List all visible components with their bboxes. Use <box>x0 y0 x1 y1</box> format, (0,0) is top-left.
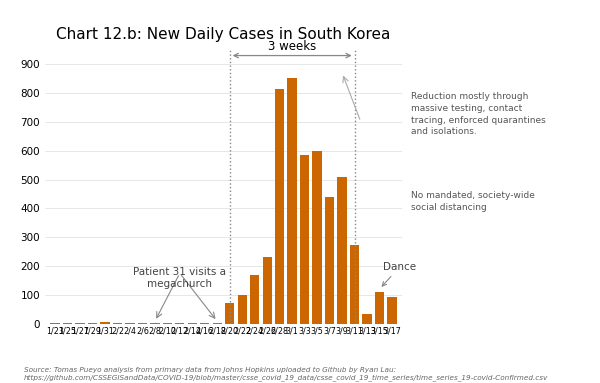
Bar <box>88 323 97 324</box>
Bar <box>350 245 359 324</box>
Bar <box>188 323 197 324</box>
Bar <box>313 151 322 324</box>
Bar <box>275 89 284 324</box>
Bar <box>375 292 384 324</box>
Bar <box>287 79 297 324</box>
Bar <box>63 323 72 324</box>
Bar <box>113 323 122 324</box>
Bar <box>263 257 272 324</box>
Bar <box>325 197 334 324</box>
Bar <box>175 323 184 324</box>
Bar <box>238 295 247 324</box>
Text: Source: Tomas Pueyo analysis from primary data from Johns Hopkins uploaded to Gi: Source: Tomas Pueyo analysis from primar… <box>24 367 548 381</box>
Bar <box>163 323 172 324</box>
Bar <box>212 323 222 324</box>
Bar <box>137 323 147 324</box>
Bar <box>100 322 110 324</box>
Text: 3 weeks: 3 weeks <box>268 40 316 53</box>
Bar <box>225 303 235 324</box>
Text: Reduction mostly through
massive testing, contact
tracing, enforced quarantines
: Reduction mostly through massive testing… <box>411 92 546 136</box>
Bar <box>388 297 397 324</box>
Bar <box>337 177 347 324</box>
Title: Chart 12.b: New Daily Cases in South Korea: Chart 12.b: New Daily Cases in South Kor… <box>56 27 391 42</box>
Bar <box>250 275 259 324</box>
Text: Patient 31 visits a
megachurch: Patient 31 visits a megachurch <box>133 267 226 289</box>
Text: No mandated, society-wide
social distancing: No mandated, society-wide social distanc… <box>411 192 535 212</box>
Bar <box>362 314 372 324</box>
Bar <box>300 155 310 324</box>
Text: Dance: Dance <box>382 262 416 286</box>
